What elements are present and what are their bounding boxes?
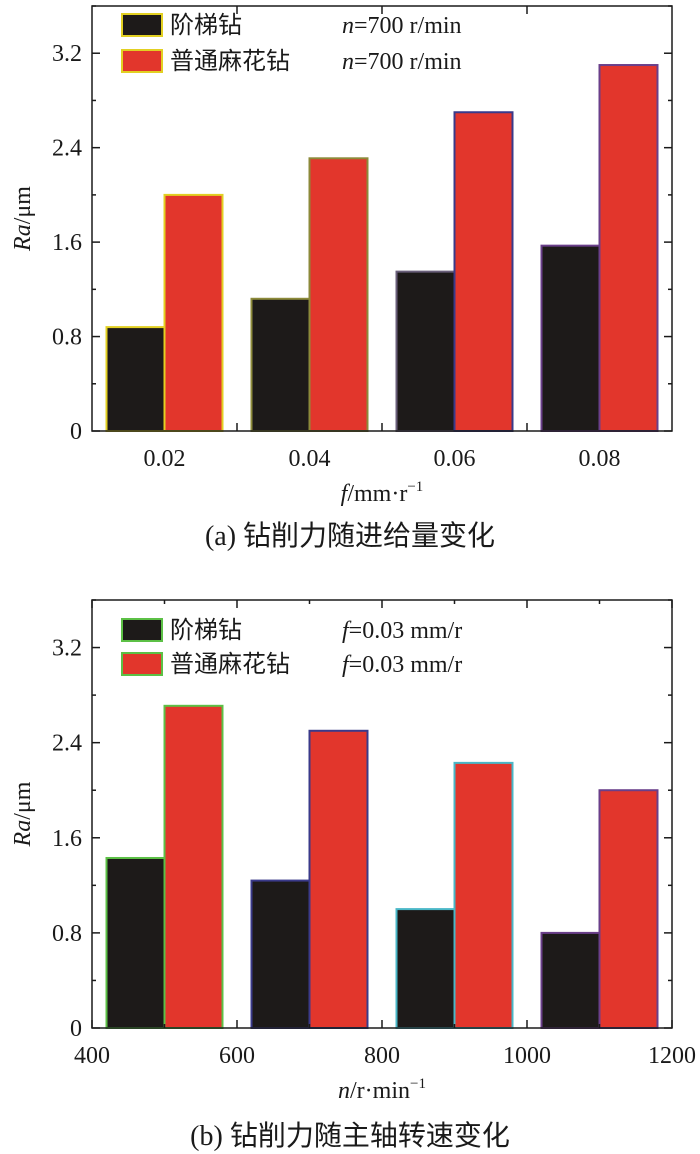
y-tick-label: 0 [70, 419, 82, 445]
y-tick-label: 0.8 [52, 921, 82, 947]
y-tick-label: 1.6 [52, 230, 82, 256]
y-tick-label: 3.2 [52, 41, 82, 67]
y-axis-title: Ra/μm [10, 781, 36, 847]
x-tick-label: 0.02 [144, 446, 186, 472]
legend-swatch [121, 49, 163, 73]
legend: 阶梯钻 f=0.03 mm/r 普通麻花钻 f=0.03 mm/r [121, 617, 462, 678]
legend-series-name: 阶梯钻 [170, 12, 242, 39]
legend-condition: f=0.03 mm/r [342, 652, 462, 678]
y-tick-label: 1.6 [52, 826, 82, 852]
bar-twist-drill-0 [163, 704, 224, 1029]
bar-step-drill-3 [540, 244, 601, 432]
bar-twist-drill-2 [453, 761, 514, 1030]
y-tick-label: 0 [70, 1016, 82, 1042]
bar-step-drill-1 [250, 297, 311, 432]
bar-step-drill-2 [395, 270, 456, 432]
bar-twist-drill-1 [308, 729, 369, 1029]
x-tick-label: 1000 [503, 1043, 551, 1069]
legend-condition: n=700 r/min [342, 13, 462, 39]
figure-caption: (b) 钻削力随主轴转速变化 [190, 1120, 510, 1152]
bar-twist-drill-3 [598, 789, 659, 1029]
bar-step-drill-0 [105, 326, 166, 432]
y-axis-title: Ra/μm [10, 186, 36, 252]
figure-caption: (a) 钻削力随进给量变化 [205, 520, 495, 552]
x-tick-label: 0.04 [289, 446, 331, 472]
bar-step-drill-0 [105, 856, 166, 1029]
legend: 阶梯钻 n=700 r/min 普通麻花钻 n=700 r/min [121, 12, 462, 75]
x-axis-title: f/mm·r−1 [341, 479, 424, 507]
legend-series-name: 普通麻花钻 [170, 48, 290, 75]
legend-series-name: 普通麻花钻 [170, 651, 290, 678]
y-tick-label: 3.2 [52, 636, 82, 662]
legend-swatch [121, 652, 163, 676]
bar-step-drill-1 [250, 879, 311, 1029]
bar-twist-drill-1 [308, 157, 369, 433]
bar-step-drill-3 [540, 931, 601, 1030]
legend-series-name: 阶梯钻 [170, 617, 242, 644]
x-tick-label: 800 [364, 1043, 400, 1069]
x-axis-title: n/r·min−1 [338, 1076, 426, 1104]
legend-condition: f=0.03 mm/r [342, 618, 462, 644]
chart-panel-a: 0 0.8 1.6 2.4 3.2 0.02 0.04 0.06 0.08 f/mm·r−1 Ra/… [10, 5, 673, 552]
x-tick-label: 600 [219, 1043, 255, 1069]
legend-swatch [121, 13, 163, 37]
bar-step-drill-2 [395, 908, 456, 1029]
bar-twist-drill-2 [453, 111, 514, 432]
y-tick-label: 2.4 [52, 731, 82, 757]
bar-twist-drill-3 [598, 64, 659, 433]
legend-swatch [121, 618, 163, 642]
x-tick-label: 0.06 [434, 446, 476, 472]
x-tick-label: 0.08 [579, 446, 621, 472]
y-tick-label: 0.8 [52, 325, 82, 351]
legend-condition: n=700 r/min [342, 49, 462, 75]
x-tick-label: 400 [74, 1043, 110, 1069]
y-tick-label: 2.4 [52, 136, 82, 162]
chart-panel-b: 0 0.8 1.6 2.4 3.2 400 600 800 1000 1200 n/r·min−1 R… [10, 599, 696, 1152]
bar-twist-drill-0 [163, 193, 224, 432]
x-tick-label: 1200 [648, 1043, 696, 1069]
